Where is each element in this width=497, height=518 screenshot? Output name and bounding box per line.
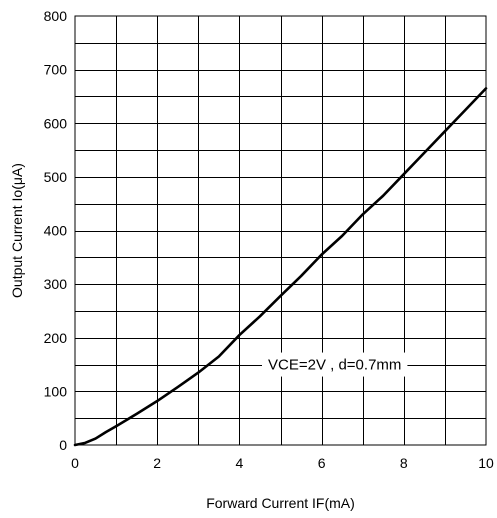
y-tick-label: 200 xyxy=(44,330,68,346)
series-layer xyxy=(73,87,488,447)
x-tick-label: 2 xyxy=(153,455,161,471)
x-tick-labels: 0 2 4 6 8 10 xyxy=(71,455,494,471)
y-tick-label: 500 xyxy=(44,169,68,185)
x-tick-label: 10 xyxy=(478,455,494,471)
plot-frame xyxy=(74,15,487,446)
y-tick-label: 100 xyxy=(44,383,68,399)
annotation-background xyxy=(262,352,408,377)
series-line xyxy=(73,87,488,447)
x-tick-label: 8 xyxy=(400,455,408,471)
annotation-label: VCE=2V , d=0.7mm xyxy=(268,357,401,374)
y-axis-title: Output Current Io(μA) xyxy=(9,163,25,298)
x-tick-label: 0 xyxy=(71,455,79,471)
y-tick-label: 400 xyxy=(44,223,68,239)
x-tick-label: 6 xyxy=(318,455,326,471)
y-tick-label: 300 xyxy=(44,276,68,292)
y-tick-labels: 0 100 200 300 400 500 600 700 800 xyxy=(44,8,68,453)
x-tick-label: 4 xyxy=(236,455,244,471)
y-tick-label: 800 xyxy=(44,8,68,24)
y-tick-label: 700 xyxy=(44,62,68,78)
annotation: VCE=2V , d=0.7mm xyxy=(258,352,412,377)
grid-lines xyxy=(75,16,486,445)
x-axis-title: Forward Current IF(mA) xyxy=(206,495,355,511)
y-tick-label: 600 xyxy=(44,115,68,131)
y-tick-label: 0 xyxy=(59,437,67,453)
